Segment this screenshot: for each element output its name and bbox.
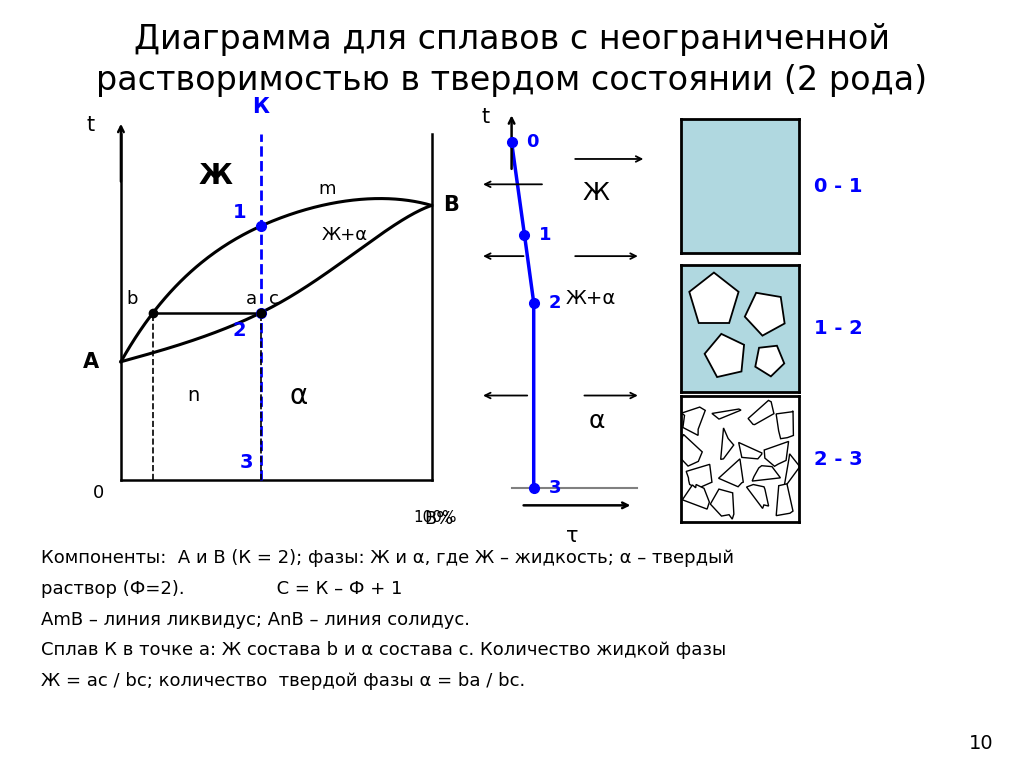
Text: m: m xyxy=(317,180,336,198)
Polygon shape xyxy=(764,442,788,466)
Polygon shape xyxy=(682,485,710,509)
Polygon shape xyxy=(784,454,800,488)
Text: 1: 1 xyxy=(232,203,246,222)
Text: 3: 3 xyxy=(240,452,254,472)
Text: Ж = ас / bс; количество  твердой фазы α = ba / bс.: Ж = ас / bс; количество твердой фазы α =… xyxy=(41,672,525,690)
Text: 3: 3 xyxy=(549,479,561,498)
Polygon shape xyxy=(712,409,741,419)
Polygon shape xyxy=(719,458,743,487)
Text: Сплав К в точке а: Ж состава b и α состава с. Количество жидкой фазы: Сплав К в точке а: Ж состава b и α соста… xyxy=(41,641,726,659)
Text: АmВ – линия ликвидус; АnВ – линия солидус.: АmВ – линия ликвидус; АnВ – линия солиду… xyxy=(41,611,470,628)
Text: 1: 1 xyxy=(540,226,552,244)
Polygon shape xyxy=(711,489,734,519)
Polygon shape xyxy=(682,407,706,435)
Polygon shape xyxy=(677,435,702,466)
Text: В: В xyxy=(443,195,459,216)
Text: раствор (Ф=2).                С = К – Ф + 1: раствор (Ф=2). С = К – Ф + 1 xyxy=(41,580,402,598)
Polygon shape xyxy=(686,465,712,488)
Text: Ж+α: Ж+α xyxy=(565,289,616,308)
Text: 10: 10 xyxy=(969,733,993,753)
Text: 2 - 3: 2 - 3 xyxy=(814,450,862,468)
Text: 0 - 1: 0 - 1 xyxy=(814,177,862,196)
Text: 2: 2 xyxy=(549,293,561,312)
Text: 1 - 2: 1 - 2 xyxy=(814,319,863,338)
Polygon shape xyxy=(705,334,744,377)
Text: 2: 2 xyxy=(232,321,246,340)
Text: 0: 0 xyxy=(526,133,539,151)
Text: Компоненты:  А и В (К = 2); фазы: Ж и α, где Ж – жидкость; α – твердый: Компоненты: А и В (К = 2); фазы: Ж и α, … xyxy=(41,549,734,567)
Polygon shape xyxy=(744,293,784,336)
Text: Ж+α: Ж+α xyxy=(322,226,368,244)
Text: a: a xyxy=(246,290,257,308)
Polygon shape xyxy=(753,465,780,481)
Text: В%: В% xyxy=(425,510,454,528)
Text: α: α xyxy=(588,409,604,433)
Text: t: t xyxy=(481,107,489,127)
Text: c: c xyxy=(268,290,279,308)
Polygon shape xyxy=(749,400,774,425)
Polygon shape xyxy=(756,346,784,376)
Text: n: n xyxy=(186,386,199,405)
Text: t: t xyxy=(87,115,94,135)
Polygon shape xyxy=(689,273,738,323)
Text: 100%: 100% xyxy=(414,510,457,525)
Text: A: A xyxy=(83,352,98,372)
Polygon shape xyxy=(721,428,734,459)
Text: b: b xyxy=(127,290,138,308)
Polygon shape xyxy=(746,485,769,508)
Text: α: α xyxy=(290,382,308,409)
Text: Ж: Ж xyxy=(583,180,610,205)
Text: τ: τ xyxy=(566,527,579,547)
Text: Диаграмма для сплавов с неограниченной
растворимостью в твердом состоянии (2 род: Диаграмма для сплавов с неограниченной р… xyxy=(96,23,928,97)
Polygon shape xyxy=(776,411,794,439)
Polygon shape xyxy=(776,484,793,515)
Text: Ж: Ж xyxy=(199,162,232,190)
Text: 0: 0 xyxy=(92,485,103,502)
Polygon shape xyxy=(738,442,762,458)
Text: К: К xyxy=(253,97,269,117)
